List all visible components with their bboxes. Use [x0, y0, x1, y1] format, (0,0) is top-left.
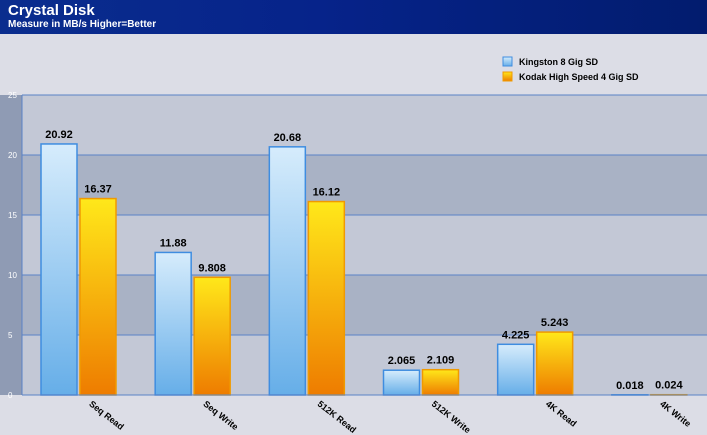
data-label: 9.808 — [198, 262, 226, 274]
x-axis: Seq Read Seq Write 512K Read 512K Write 4K R… — [22, 394, 707, 435]
bar — [307, 200, 346, 396]
bar — [421, 368, 460, 396]
y-tick-label: 20 — [8, 151, 17, 160]
x-tick-label: 512K Write — [430, 399, 473, 435]
bar — [268, 146, 307, 396]
legend-swatch — [502, 56, 513, 67]
bar — [154, 251, 192, 396]
bar — [496, 343, 535, 396]
plot-background — [22, 94, 707, 396]
data-label: 5.243 — [541, 317, 569, 329]
data-label: 20.68 — [274, 132, 302, 144]
x-tick-label: 4K Write — [658, 399, 693, 429]
y-tick-label: 5 — [8, 331, 13, 340]
y-tick-label: 10 — [8, 271, 17, 280]
data-label: 0.018 — [616, 380, 644, 392]
legend: Kingston 8 Gig SD Kodak High Speed 4 Gig … — [502, 56, 639, 82]
chart-title: Crystal Disk — [8, 2, 95, 19]
data-label: 11.88 — [160, 237, 187, 249]
data-label: 2.109 — [427, 355, 455, 367]
data-label: 4.225 — [502, 329, 530, 341]
bar — [79, 197, 117, 396]
grid-band — [22, 275, 707, 335]
data-label: 20.92 — [45, 129, 73, 141]
x-tick-label: 4K Read — [544, 399, 579, 429]
bar — [193, 276, 231, 396]
y-tick-label: 15 — [8, 211, 17, 220]
bar — [382, 369, 421, 396]
y-tick-label: 25 — [8, 91, 17, 100]
x-tick-label: Seq Read — [87, 399, 125, 432]
legend-swatch — [502, 71, 513, 82]
grid-band — [22, 155, 707, 215]
data-label: 2.065 — [388, 355, 416, 367]
data-label: 16.37 — [84, 184, 112, 196]
y-axis-panel — [0, 95, 22, 395]
y-tick-label: 0 — [8, 391, 13, 400]
bars: 20.92 16.37 11.88 9.808 20.68 16.12 2.065 2.109… — [40, 129, 688, 396]
grid-band — [22, 215, 707, 275]
grid-band — [22, 95, 707, 155]
x-tick-label: Seq Write — [201, 399, 240, 432]
data-label: 0.024 — [655, 380, 683, 392]
legend-label: Kingston 8 Gig SD — [519, 57, 599, 67]
legend-label: Kodak High Speed 4 Gig SD — [519, 72, 639, 82]
grid-band — [22, 335, 707, 395]
chart-header: Crystal Disk Measure in MB/s Higher=Bett… — [0, 0, 707, 34]
chart-subtitle: Measure in MB/s Higher=Better — [8, 19, 157, 30]
bar — [40, 143, 78, 396]
bar — [535, 331, 574, 396]
data-label: 16.12 — [313, 187, 341, 199]
x-tick-label: 512K Read — [316, 399, 358, 435]
y-axis: 0 5 10 15 20 25 — [0, 91, 23, 400]
